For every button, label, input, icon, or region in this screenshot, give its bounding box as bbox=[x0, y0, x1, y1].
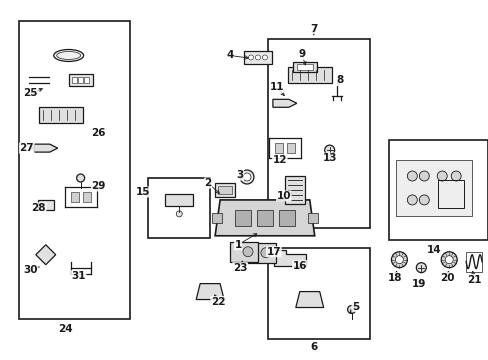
Bar bbox=[287, 67, 331, 84]
Text: 8: 8 bbox=[335, 75, 343, 85]
Circle shape bbox=[419, 195, 428, 205]
Circle shape bbox=[176, 211, 182, 217]
Bar bbox=[229, 242, 258, 262]
Circle shape bbox=[255, 55, 260, 60]
Text: 2: 2 bbox=[204, 178, 211, 188]
Polygon shape bbox=[272, 99, 296, 107]
Circle shape bbox=[444, 256, 452, 264]
Text: 24: 24 bbox=[58, 324, 73, 334]
Text: 5: 5 bbox=[351, 302, 359, 311]
Circle shape bbox=[77, 174, 84, 182]
Bar bbox=[296, 64, 312, 71]
Bar bbox=[388, 140, 487, 240]
Circle shape bbox=[262, 55, 267, 60]
Bar bbox=[78, 77, 82, 84]
Circle shape bbox=[347, 306, 355, 314]
Bar bbox=[235, 210, 250, 226]
Bar bbox=[286, 143, 294, 153]
Text: 12: 12 bbox=[272, 155, 286, 165]
Text: 13: 13 bbox=[322, 153, 336, 163]
Text: 7: 7 bbox=[309, 24, 317, 33]
Bar bbox=[267, 248, 369, 339]
Bar bbox=[71, 192, 79, 202]
Circle shape bbox=[407, 171, 416, 181]
Bar bbox=[465, 252, 481, 272]
Circle shape bbox=[436, 171, 447, 181]
Text: 4: 4 bbox=[226, 50, 233, 60]
Polygon shape bbox=[34, 144, 58, 152]
Circle shape bbox=[240, 170, 253, 184]
Circle shape bbox=[419, 171, 428, 181]
Bar bbox=[247, 243, 275, 263]
Circle shape bbox=[324, 145, 334, 155]
Text: 29: 29 bbox=[91, 181, 105, 191]
Text: 23: 23 bbox=[232, 263, 247, 273]
Text: 16: 16 bbox=[292, 261, 306, 271]
Ellipse shape bbox=[54, 50, 83, 62]
Text: 28: 28 bbox=[32, 203, 46, 213]
Text: 10: 10 bbox=[276, 191, 290, 201]
Text: 20: 20 bbox=[439, 273, 453, 283]
Polygon shape bbox=[196, 284, 224, 300]
Text: 27: 27 bbox=[20, 143, 34, 153]
Text: 17: 17 bbox=[266, 247, 281, 257]
Bar bbox=[267, 39, 369, 228]
Bar bbox=[165, 194, 193, 206]
Bar bbox=[148, 178, 210, 238]
Circle shape bbox=[395, 256, 403, 264]
Circle shape bbox=[248, 55, 253, 60]
Text: 25: 25 bbox=[23, 88, 38, 98]
Circle shape bbox=[261, 248, 270, 258]
Text: 31: 31 bbox=[71, 271, 86, 281]
Text: 26: 26 bbox=[91, 128, 105, 138]
Bar bbox=[215, 183, 235, 197]
Bar bbox=[38, 200, 54, 210]
Bar bbox=[83, 77, 88, 84]
Bar bbox=[19, 21, 130, 319]
Text: 21: 21 bbox=[466, 275, 480, 285]
Circle shape bbox=[415, 263, 426, 273]
Bar bbox=[212, 213, 222, 223]
Text: 19: 19 bbox=[411, 279, 426, 289]
Bar bbox=[278, 210, 294, 226]
Circle shape bbox=[390, 252, 407, 268]
Polygon shape bbox=[295, 292, 323, 307]
Bar bbox=[218, 186, 232, 194]
Text: 18: 18 bbox=[387, 273, 402, 283]
Bar bbox=[285, 176, 304, 204]
Bar bbox=[307, 213, 317, 223]
Bar bbox=[244, 50, 271, 64]
Circle shape bbox=[243, 173, 250, 181]
Bar bbox=[274, 143, 282, 153]
Text: 9: 9 bbox=[298, 49, 305, 59]
Text: 6: 6 bbox=[309, 342, 317, 352]
Text: 30: 30 bbox=[23, 265, 38, 275]
Polygon shape bbox=[215, 200, 314, 236]
Text: 15: 15 bbox=[136, 187, 150, 197]
Text: 14: 14 bbox=[426, 245, 441, 255]
Polygon shape bbox=[273, 250, 305, 266]
Bar bbox=[256, 210, 272, 226]
Circle shape bbox=[450, 171, 460, 181]
Text: 22: 22 bbox=[210, 297, 225, 306]
Bar bbox=[292, 62, 316, 72]
Circle shape bbox=[440, 252, 456, 268]
Text: 1: 1 bbox=[234, 240, 241, 250]
Bar bbox=[72, 77, 77, 84]
Circle shape bbox=[407, 195, 416, 205]
Bar bbox=[437, 180, 463, 208]
Bar bbox=[82, 192, 90, 202]
Circle shape bbox=[243, 247, 252, 257]
Text: 3: 3 bbox=[236, 170, 243, 180]
Polygon shape bbox=[36, 245, 56, 265]
Bar bbox=[68, 75, 92, 86]
Text: 11: 11 bbox=[269, 82, 284, 93]
Bar bbox=[39, 107, 82, 123]
Bar bbox=[396, 160, 471, 216]
